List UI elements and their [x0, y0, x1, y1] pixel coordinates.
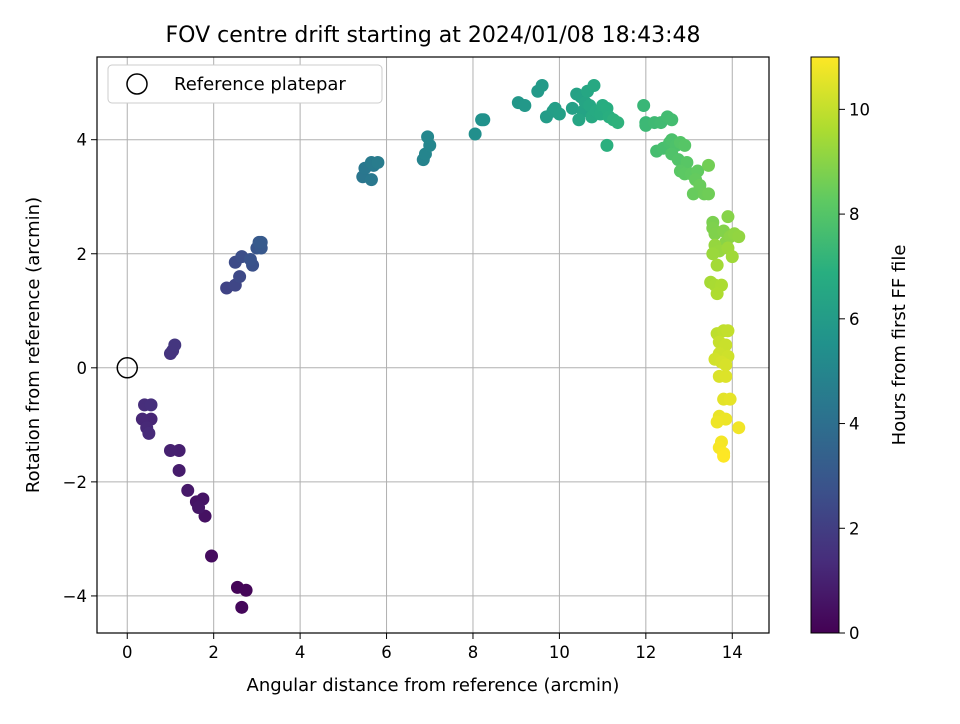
data-point: [364, 173, 378, 187]
data-point: [243, 252, 257, 266]
data-point: [611, 116, 625, 130]
y-tick-label: −4: [63, 587, 87, 606]
data-point: [732, 230, 746, 244]
x-tick-label: 14: [722, 643, 743, 662]
data-point: [552, 107, 566, 121]
colorbar-tick-label: 10: [849, 100, 870, 119]
x-tick-label: 4: [295, 643, 306, 662]
y-tick-label: 2: [77, 245, 88, 264]
legend: Reference platepar: [107, 64, 383, 104]
data-point: [254, 235, 268, 249]
data-point: [701, 158, 715, 172]
data-point: [181, 483, 195, 497]
data-point: [637, 98, 651, 112]
y-tick-label: 4: [77, 131, 88, 150]
x-tick-label: 12: [635, 643, 656, 662]
data-point: [678, 138, 692, 152]
data-point: [477, 113, 491, 127]
data-point: [142, 426, 156, 440]
y-tick-label: −2: [63, 473, 87, 492]
x-tick-label: 8: [468, 643, 479, 662]
y-tick-label: 0: [77, 359, 88, 378]
data-point: [732, 421, 746, 435]
data-point: [710, 415, 724, 429]
data-point: [239, 583, 253, 597]
data-point: [144, 398, 158, 412]
legend-marker-icon: [126, 73, 148, 95]
data-point: [168, 338, 182, 352]
data-point: [719, 369, 733, 383]
chart-title: FOV centre drift starting at 2024/01/08 …: [166, 23, 701, 48]
reference-point-marker: [116, 357, 139, 379]
data-point: [572, 113, 586, 127]
x-tick-label: 0: [122, 643, 133, 662]
data-point: [701, 187, 715, 201]
colorbar-ticks: 0 2 4 6 8 10: [839, 100, 870, 643]
data-point: [205, 549, 219, 563]
data-point: [518, 98, 532, 112]
data-point: [721, 324, 735, 338]
data-point: [600, 138, 614, 152]
colorbar-tick-label: 4: [849, 415, 860, 434]
data-points: [116, 79, 746, 614]
data-point: [421, 130, 435, 144]
data-point: [172, 463, 186, 477]
data-point: [725, 250, 739, 264]
data-point: [233, 270, 247, 284]
data-point: [192, 501, 206, 515]
data-point: [710, 287, 724, 301]
colorbar-tick-label: 8: [849, 205, 860, 224]
data-point: [721, 210, 735, 224]
legend-label: Reference platepar: [174, 74, 346, 95]
axis-ticks: 0 2 4 6 8 10 12 14 −4 −2 0 2 4: [63, 131, 743, 662]
data-point: [717, 449, 731, 463]
data-point: [587, 79, 601, 93]
data-point: [665, 113, 679, 127]
x-tick-label: 10: [549, 643, 570, 662]
colorbar-gradient: [810, 56, 840, 634]
x-axis-label: Angular distance from reference (arcmin): [247, 675, 620, 696]
legend-box: [107, 64, 383, 104]
data-point: [468, 127, 482, 141]
colorbar-tick-label: 6: [849, 310, 860, 329]
x-tick-label: 2: [208, 643, 219, 662]
data-point: [719, 358, 733, 372]
y-axis-label: Rotation from reference (arcmin): [23, 197, 44, 493]
data-point: [706, 247, 720, 261]
data-point: [371, 156, 385, 170]
data-point: [565, 101, 579, 115]
data-point: [535, 79, 549, 93]
colorbar-label: Hours from first FF file: [889, 245, 910, 446]
data-point: [163, 444, 177, 458]
data-point: [710, 258, 724, 272]
plot-frame: [96, 56, 770, 634]
colorbar-tick-label: 2: [849, 519, 860, 538]
colorbar-tick-label: 0: [849, 624, 860, 643]
colorbar: 0 2 4 6 8 10 Hours from first FF file: [810, 56, 910, 643]
data-point: [235, 600, 249, 614]
data-point: [723, 392, 737, 406]
x-tick-label: 6: [381, 643, 392, 662]
